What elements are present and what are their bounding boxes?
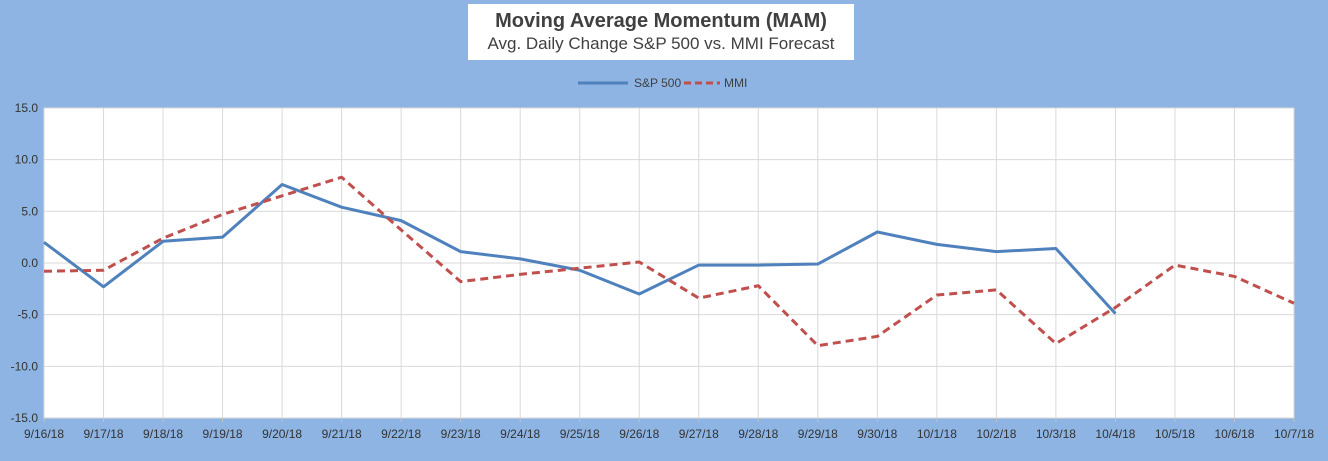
y-tick-label: -10.0	[11, 359, 39, 373]
axes: 15.0 10.0 5.0 0.0 -5.0 -10.0 -15.0 9/16/18 9/17/…	[11, 101, 1315, 441]
x-tick-label: 10/6/18	[1214, 427, 1254, 441]
x-tick-label: 10/5/18	[1155, 427, 1195, 441]
x-tick-label: 9/29/18	[798, 427, 838, 441]
x-tick-label: 9/22/18	[381, 427, 421, 441]
x-tick-label: 9/23/18	[441, 427, 481, 441]
gridlines	[43, 107, 1295, 419]
chart-title: Moving Average Momentum (MAM)	[495, 10, 827, 32]
x-tick-label: 9/28/18	[738, 427, 778, 441]
series-line-s-p-500	[43, 182, 1117, 315]
x-tick-label: 9/24/18	[500, 427, 540, 441]
title-box: Moving Average Momentum (MAM) Avg. Daily…	[468, 4, 854, 60]
y-tick-label: 5.0	[21, 204, 38, 218]
x-tick-label: 9/25/18	[560, 427, 600, 441]
y-tick-label: 10.0	[15, 153, 39, 167]
x-tick-label: 9/19/18	[203, 427, 243, 441]
legend-label-mmi: MMI	[724, 76, 747, 90]
x-tick-label: 9/18/18	[143, 427, 183, 441]
x-tick-label: 9/30/18	[857, 427, 897, 441]
x-tick-label: 10/3/18	[1036, 427, 1076, 441]
x-tick-label: 9/21/18	[322, 427, 362, 441]
x-tick-label: 10/4/18	[1095, 427, 1135, 441]
x-tick-label: 10/2/18	[976, 427, 1016, 441]
x-tick-label: 9/16/18	[24, 427, 64, 441]
series-line-mmi	[43, 175, 1295, 348]
x-tick-label: 10/1/18	[917, 427, 957, 441]
x-tick-label: 10/7/18	[1274, 427, 1314, 441]
y-tick-label: 15.0	[15, 101, 39, 115]
legend-label-s-p-500: S&P 500	[634, 76, 681, 90]
y-tick-label: 0.0	[21, 256, 38, 270]
chart-subtitle: Avg. Daily Change S&P 500 vs. MMI Foreca…	[487, 34, 835, 53]
series-lines	[43, 175, 1295, 348]
x-tick-label: 9/26/18	[619, 427, 659, 441]
y-tick-label: -15.0	[11, 411, 39, 425]
x-tick-label: 9/20/18	[262, 427, 302, 441]
x-tick-label: 9/17/18	[84, 427, 124, 441]
legend: S&P 500 MMI	[578, 76, 747, 90]
x-tick-label: 9/27/18	[679, 427, 719, 441]
y-tick-label: -5.0	[17, 308, 38, 322]
